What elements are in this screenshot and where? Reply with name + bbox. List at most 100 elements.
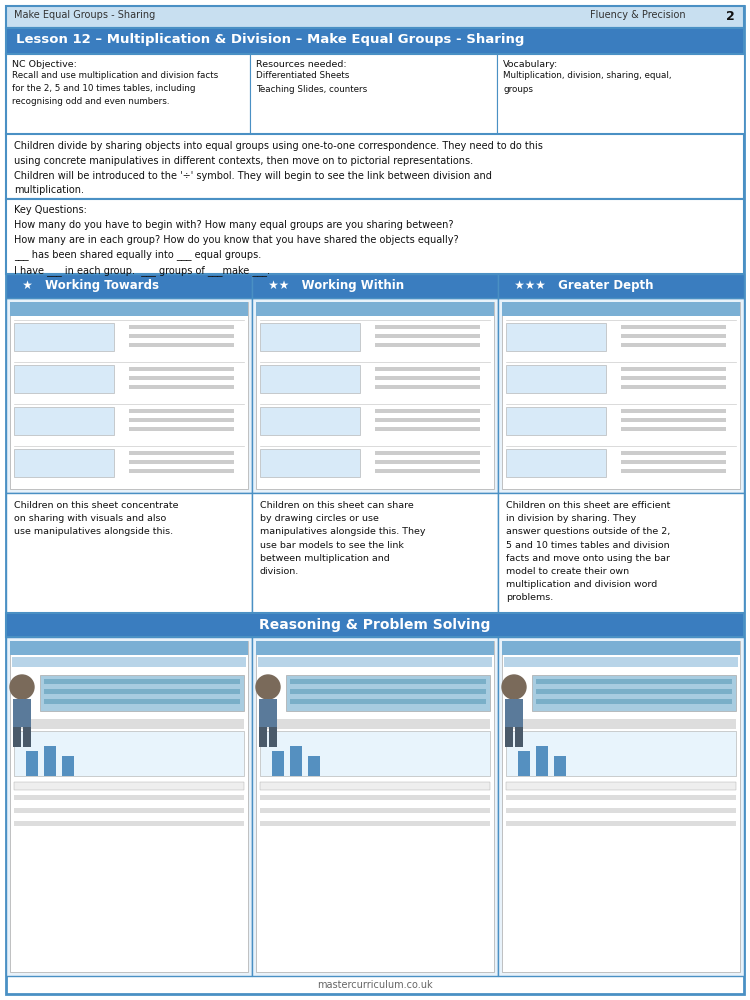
Bar xyxy=(498,274,744,298)
Bar xyxy=(621,409,726,413)
Text: Children divide by sharing objects into equal groups using one-to-one correspond: Children divide by sharing objects into … xyxy=(14,141,543,195)
Bar xyxy=(129,418,234,422)
Bar xyxy=(14,449,114,477)
Bar xyxy=(14,808,244,813)
Bar xyxy=(6,134,744,199)
Bar xyxy=(129,334,234,338)
Text: Make Equal Groups - Sharing: Make Equal Groups - Sharing xyxy=(14,10,155,20)
Bar xyxy=(269,727,277,747)
Bar xyxy=(375,418,480,422)
Circle shape xyxy=(502,675,526,699)
Bar xyxy=(504,657,738,667)
Bar xyxy=(621,367,726,371)
Bar xyxy=(260,323,360,351)
Bar xyxy=(621,418,726,422)
Bar xyxy=(518,751,530,776)
Bar xyxy=(260,449,360,477)
Bar xyxy=(536,699,732,704)
Bar xyxy=(505,699,523,727)
Bar xyxy=(6,199,744,274)
Bar xyxy=(290,679,486,684)
Bar xyxy=(14,719,244,729)
Bar xyxy=(250,54,497,134)
Bar xyxy=(260,795,490,800)
Text: Resources needed:: Resources needed: xyxy=(256,60,346,69)
Bar xyxy=(536,679,732,684)
Text: Differentiated Sheets
Teaching Slides, counters: Differentiated Sheets Teaching Slides, c… xyxy=(256,71,368,94)
Bar xyxy=(252,274,498,298)
Bar xyxy=(515,727,523,747)
Bar xyxy=(129,460,234,464)
Bar xyxy=(506,795,736,800)
Text: ★   Working Towards: ★ Working Towards xyxy=(14,279,159,292)
Bar xyxy=(129,469,234,473)
Bar xyxy=(621,376,726,380)
Bar xyxy=(375,334,480,338)
Bar xyxy=(506,731,736,776)
Bar xyxy=(26,751,38,776)
Bar xyxy=(621,427,726,431)
Bar xyxy=(260,365,360,393)
Text: mastercurriculum.co.uk: mastercurriculum.co.uk xyxy=(317,980,433,990)
Bar xyxy=(62,756,74,776)
Bar xyxy=(505,727,513,747)
Bar xyxy=(6,6,744,28)
Circle shape xyxy=(256,675,280,699)
Bar xyxy=(536,746,548,776)
Bar xyxy=(375,427,480,431)
Bar xyxy=(260,782,490,790)
Bar xyxy=(14,821,244,826)
Bar xyxy=(498,637,744,976)
Bar xyxy=(6,493,252,613)
Bar xyxy=(13,699,31,727)
Bar xyxy=(375,469,480,473)
Bar xyxy=(506,449,606,477)
Bar xyxy=(252,493,498,613)
Bar xyxy=(532,675,736,711)
Bar xyxy=(14,323,114,351)
Bar xyxy=(554,756,566,776)
Bar xyxy=(375,376,480,380)
Bar xyxy=(502,641,740,972)
Bar xyxy=(256,641,494,655)
Bar xyxy=(621,334,726,338)
Bar xyxy=(129,385,234,389)
Bar xyxy=(259,699,277,727)
Bar xyxy=(256,302,494,316)
Bar xyxy=(129,451,234,455)
Bar xyxy=(10,641,248,655)
Text: NC Objective:: NC Objective: xyxy=(12,60,76,69)
Bar xyxy=(506,821,736,826)
Bar xyxy=(6,28,744,54)
Bar xyxy=(621,325,726,329)
Bar xyxy=(14,795,244,800)
Bar xyxy=(260,731,490,776)
Bar xyxy=(6,274,252,298)
Bar xyxy=(6,54,744,134)
Bar xyxy=(502,641,740,655)
Bar xyxy=(44,689,240,694)
Bar xyxy=(252,298,498,493)
Text: Key Questions:
How many do you have to begin with? How many equal groups are you: Key Questions: How many do you have to b… xyxy=(14,205,458,276)
Circle shape xyxy=(10,675,34,699)
Bar xyxy=(621,469,726,473)
Bar xyxy=(497,54,744,134)
Bar xyxy=(621,451,726,455)
Bar xyxy=(129,376,234,380)
Text: 2: 2 xyxy=(726,10,735,23)
Bar xyxy=(375,460,480,464)
Bar xyxy=(44,679,240,684)
Bar xyxy=(506,365,606,393)
Bar xyxy=(40,675,244,711)
Bar xyxy=(260,808,490,813)
Bar xyxy=(258,657,492,667)
Bar xyxy=(290,746,302,776)
Bar xyxy=(6,54,250,134)
Bar xyxy=(506,782,736,790)
Bar xyxy=(506,719,736,729)
Bar xyxy=(506,407,606,435)
Bar xyxy=(44,699,240,704)
Bar xyxy=(12,657,246,667)
Text: Reasoning & Problem Solving: Reasoning & Problem Solving xyxy=(260,618,490,632)
Bar xyxy=(44,746,56,776)
